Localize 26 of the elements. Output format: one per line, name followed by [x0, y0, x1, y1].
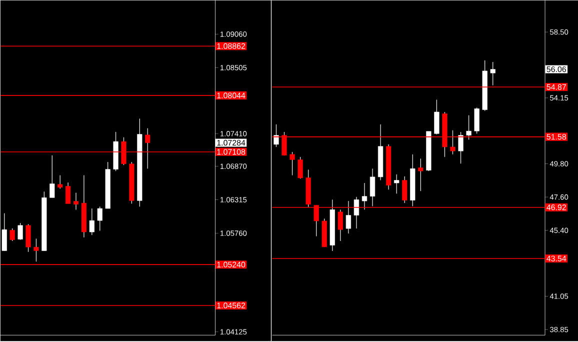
candlestick	[34, 238, 39, 262]
candlestick	[402, 176, 408, 204]
candlestick	[18, 222, 23, 240]
candlestick	[370, 168, 376, 207]
candlestick	[10, 228, 15, 242]
candlestick	[73, 192, 79, 210]
candlestick	[362, 182, 368, 210]
candlestick	[290, 152, 295, 176]
candlestick	[58, 175, 63, 190]
candlestick	[26, 224, 31, 252]
candlestick	[466, 115, 472, 140]
candlestick	[418, 158, 424, 192]
candlestick	[434, 100, 440, 135]
candlestick	[346, 200, 351, 234]
candlestick	[458, 132, 464, 164]
candlestick	[394, 174, 400, 194]
candlestick	[474, 108, 480, 134]
candlestick	[66, 182, 71, 204]
candlestick	[89, 208, 94, 236]
candlestick	[97, 206, 102, 232]
candlestick	[298, 156, 303, 180]
candlestick	[490, 62, 496, 86]
candlestick	[274, 124, 279, 148]
candlestick	[354, 196, 360, 230]
candlestick	[2, 213, 7, 252]
candlestick	[50, 155, 55, 198]
